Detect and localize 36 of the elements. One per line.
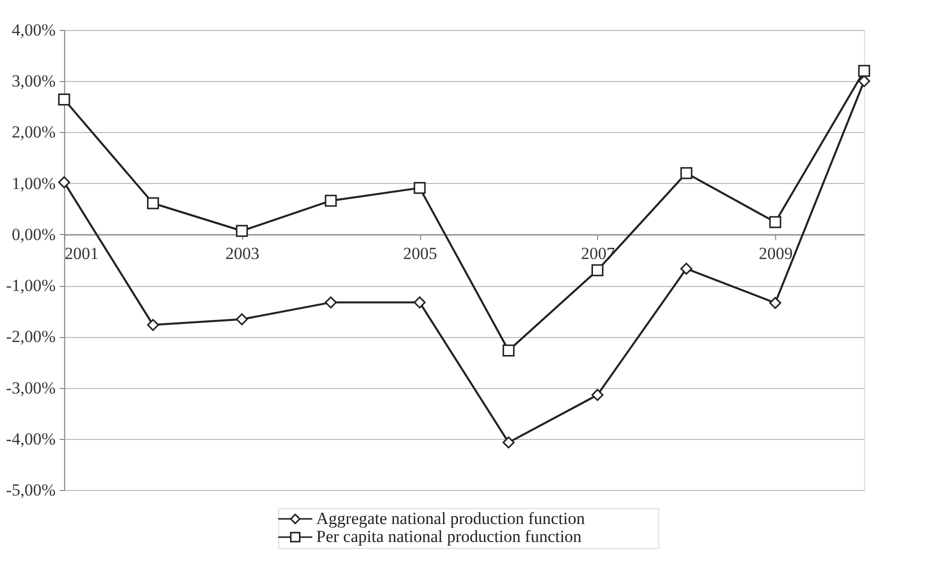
point: [58, 176, 70, 188]
point: [414, 182, 426, 194]
y-tick-label: -2,00%: [6, 327, 56, 346]
point: [236, 313, 248, 326]
x-tick-label: 2001: [64, 244, 99, 263]
point: [591, 388, 604, 401]
point: [502, 344, 515, 356]
x-tick-label: 2009: [758, 244, 793, 263]
point: [147, 197, 160, 210]
y-tick-label: 2,00%: [12, 122, 56, 142]
y-tick-label: -3,00%: [6, 378, 56, 398]
point: [58, 94, 70, 106]
point: [769, 216, 782, 228]
point: [858, 64, 870, 77]
y-tick-label: -4,00%: [6, 429, 56, 448]
point: [324, 194, 337, 207]
y-tick-label: -1,00%: [6, 276, 56, 296]
point: [680, 262, 692, 275]
point: [858, 75, 870, 88]
point: [591, 264, 604, 276]
y-tick-label: 0,00%: [12, 224, 56, 244]
x-tick-label: 2003: [225, 244, 260, 263]
x-tick-label: 2005: [403, 244, 438, 263]
point: [680, 167, 692, 180]
y-tick-label: 3,00%: [12, 72, 56, 91]
point: [769, 296, 782, 309]
point: [324, 296, 337, 308]
y-tick-label: 4,00%: [12, 20, 56, 40]
y-tick-label: -5,00%: [6, 480, 56, 500]
legend-label: Aggregate national production function: [316, 508, 586, 528]
legend-label: Per capita national production function: [316, 527, 582, 546]
point: [414, 296, 426, 308]
point: [147, 318, 160, 331]
point: [236, 224, 248, 237]
y-tick-label: 1,00%: [12, 174, 56, 193]
point: [502, 436, 515, 448]
